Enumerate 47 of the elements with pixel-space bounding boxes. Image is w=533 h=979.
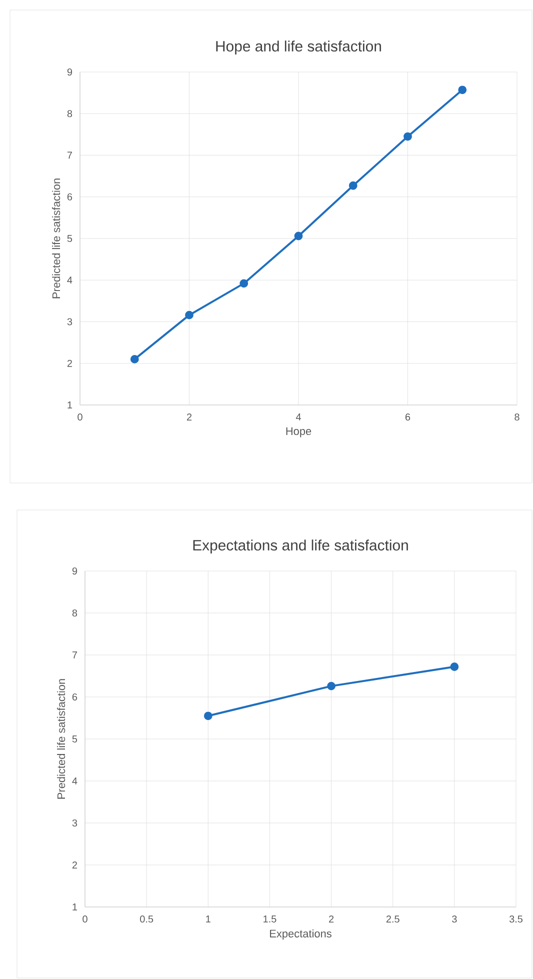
point — [240, 279, 248, 288]
y-tick-label: 3 — [67, 318, 72, 326]
y-tick-label: 9 — [67, 68, 72, 76]
chart-title: Hope and life satisfaction — [216, 40, 381, 54]
y-tick-label: 4 — [67, 276, 72, 284]
x-tick-label: 2.5 — [386, 916, 400, 923]
x-tick-label: 2 — [186, 414, 192, 420]
x-tick-label: 1.5 — [264, 916, 276, 922]
x-tick-label: 4 — [296, 414, 301, 420]
x-axis-title: Hope — [286, 427, 312, 438]
point — [294, 232, 303, 240]
point — [185, 310, 194, 320]
y-tick-label: 8 — [72, 609, 78, 617]
y-tick-label: 1 — [68, 402, 72, 408]
point — [327, 682, 336, 690]
y-tick-label: 6 — [72, 693, 78, 701]
y-tick-label: 5 — [67, 235, 72, 242]
x-tick-label: 0 — [82, 916, 88, 923]
y-tick-label: 4 — [72, 778, 78, 784]
y-tick-label: 6 — [67, 193, 72, 200]
x-tick-label: 2 — [329, 916, 334, 922]
point — [404, 132, 412, 141]
point — [204, 712, 212, 720]
x-axis-title: Expectations — [270, 929, 332, 940]
y-tick-label: 2 — [67, 360, 72, 367]
chart-title: Expectations and life satisfaction — [193, 540, 408, 554]
x-tick-label: 3 — [452, 916, 457, 923]
point — [450, 662, 459, 671]
y-tick-label: 8 — [67, 110, 72, 118]
y-tick-label: 3 — [72, 819, 78, 827]
x-tick-label: 0.5 — [140, 916, 154, 923]
y-tick-label: 7 — [72, 652, 77, 658]
point — [130, 355, 139, 364]
point — [348, 181, 358, 190]
x-tick-label: 8 — [514, 414, 520, 421]
y-axis-title: Predicted life satisfaction — [52, 178, 60, 298]
x-tick-label: 0 — [78, 414, 82, 421]
x-tick-label: 6 — [405, 414, 410, 421]
x-tick-label: 3.5 — [509, 916, 523, 923]
y-tick-label: 1 — [72, 904, 77, 910]
y-axis-title: Predicted life satisfaction — [57, 679, 66, 799]
y-tick-label: 9 — [72, 567, 78, 575]
point — [458, 86, 467, 94]
x-tick-label: 1 — [206, 916, 210, 922]
y-tick-label: 2 — [72, 862, 77, 868]
y-tick-label: 7 — [67, 152, 72, 159]
y-tick-label: 5 — [72, 736, 78, 742]
